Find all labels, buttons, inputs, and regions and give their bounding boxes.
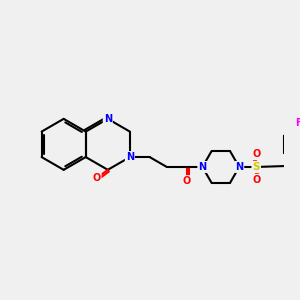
Text: O: O	[252, 149, 260, 159]
Text: O: O	[182, 176, 191, 186]
Text: O: O	[252, 175, 260, 185]
Text: O: O	[92, 173, 101, 183]
Text: N: N	[126, 152, 134, 162]
Text: N: N	[104, 114, 112, 124]
Text: F: F	[295, 118, 300, 128]
Text: N: N	[198, 162, 206, 172]
Text: S: S	[252, 162, 260, 172]
Text: N: N	[235, 162, 243, 172]
